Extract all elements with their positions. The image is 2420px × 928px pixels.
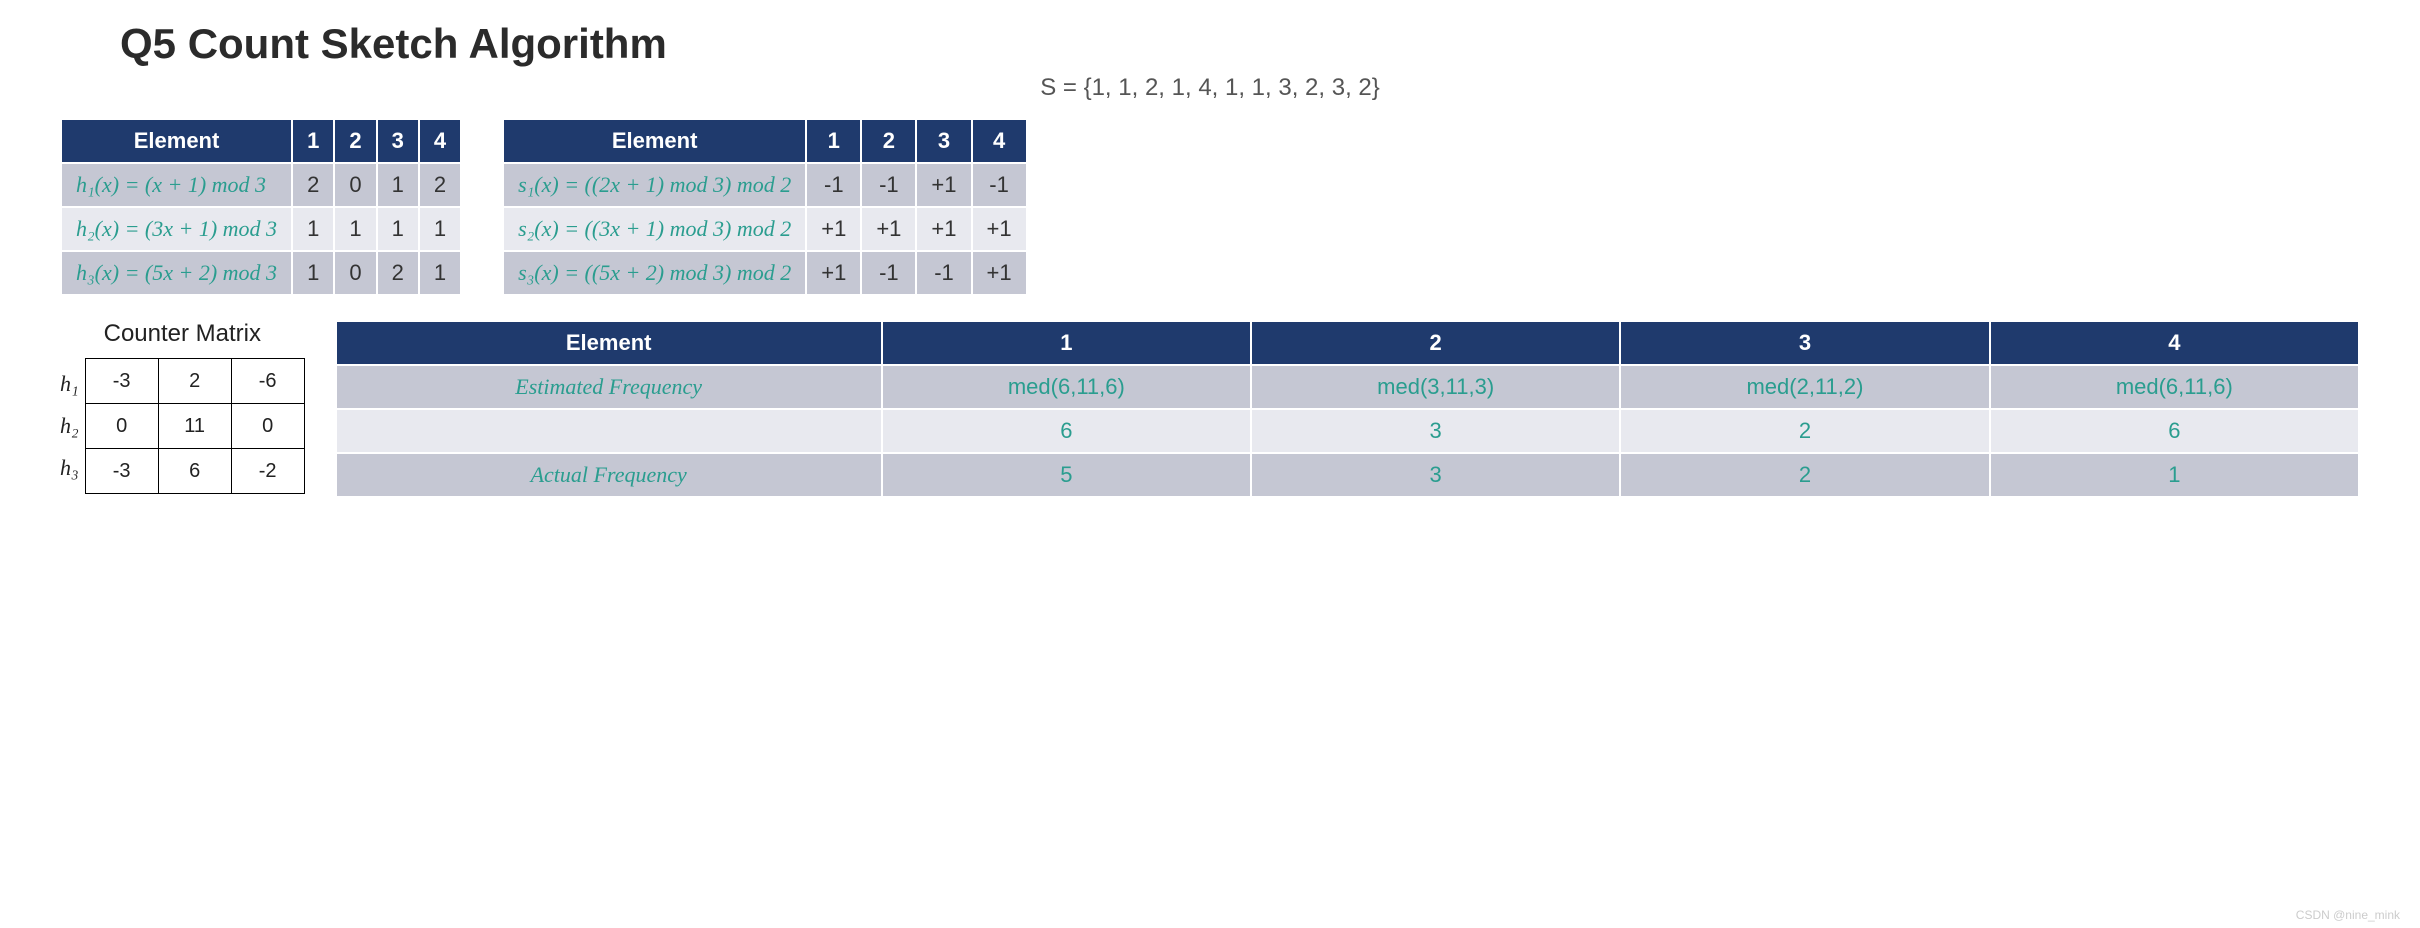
matrix-cell-0-1: 2 xyxy=(158,359,231,404)
matrix-cell-1-0: 0 xyxy=(85,404,158,449)
matrix-row-label-1: h₂ xyxy=(60,405,79,447)
freq-value-0-0: med(6,11,6) xyxy=(883,366,1250,408)
hash-value-2-0: 1 xyxy=(293,252,333,294)
freq-value-0-1: med(3,11,3) xyxy=(1252,366,1619,408)
hash-formula-2: h₃(x) = (5x + 2) mod 3 xyxy=(62,252,291,294)
frequency-table-block: Element 1 2 3 4 Estimated Frequencymed(6… xyxy=(335,320,2360,498)
freq-value-2-2: 2 xyxy=(1621,454,1988,496)
hash-functions-table: Element 1 2 3 4 h₁(x) = (x + 1) mod 3201… xyxy=(60,118,462,296)
freq-header-3: 3 xyxy=(1621,322,1988,364)
hash-value-1-2: 1 xyxy=(378,208,418,250)
freq-label-1 xyxy=(337,410,881,452)
hash-value-2-3: 1 xyxy=(420,252,460,294)
hash-value-0-0: 2 xyxy=(293,164,333,206)
freq-header-1: 1 xyxy=(883,322,1250,364)
sign-header-4: 4 xyxy=(973,120,1026,162)
freq-value-2-0: 5 xyxy=(883,454,1250,496)
hash-header-2: 2 xyxy=(335,120,375,162)
sign-formula-1: s₂(x) = ((3x + 1) mod 3) mod 2 xyxy=(504,208,805,250)
hash-header-1: 1 xyxy=(293,120,333,162)
hash-formula-1: h₂(x) = (3x + 1) mod 3 xyxy=(62,208,291,250)
matrix-cell-2-2: -2 xyxy=(231,449,304,494)
hash-formula-0: h₁(x) = (x + 1) mod 3 xyxy=(62,164,291,206)
freq-value-2-3: 1 xyxy=(1991,454,2358,496)
freq-value-1-0: 6 xyxy=(883,410,1250,452)
sign-functions-table: Element 1 2 3 4 s₁(x) = ((2x + 1) mod 3)… xyxy=(502,118,1028,296)
hash-value-1-1: 1 xyxy=(335,208,375,250)
freq-label-0: Estimated Frequency xyxy=(337,366,881,408)
sign-header-3: 3 xyxy=(917,120,970,162)
matrix-cell-0-2: -6 xyxy=(231,359,304,404)
freq-value-1-3: 6 xyxy=(1991,410,2358,452)
matrix-cell-2-0: -3 xyxy=(85,449,158,494)
hash-value-1-0: 1 xyxy=(293,208,333,250)
bottom-row: Counter Matrix h₁h₂h₃ -32-60110-36-2 Ele… xyxy=(60,320,2360,498)
matrix-row-label-0: h₁ xyxy=(60,363,79,405)
freq-value-0-2: med(2,11,2) xyxy=(1621,366,1988,408)
sign-value-1-1: +1 xyxy=(862,208,915,250)
hash-header-3: 3 xyxy=(378,120,418,162)
top-tables-row: Element 1 2 3 4 h₁(x) = (x + 1) mod 3201… xyxy=(60,118,2360,296)
sign-value-0-2: +1 xyxy=(917,164,970,206)
hash-value-0-1: 0 xyxy=(335,164,375,206)
sign-formula-0: s₁(x) = ((2x + 1) mod 3) mod 2 xyxy=(504,164,805,206)
sign-value-2-0: +1 xyxy=(807,252,860,294)
counter-matrix-block: Counter Matrix h₁h₂h₃ -32-60110-36-2 xyxy=(60,320,305,494)
counter-matrix-table: -32-60110-36-2 xyxy=(85,358,305,494)
matrix-cell-1-1: 11 xyxy=(158,404,231,449)
sign-value-2-1: -1 xyxy=(862,252,915,294)
matrix-row-label-2: h₃ xyxy=(60,447,79,489)
sign-value-2-3: +1 xyxy=(973,252,1026,294)
freq-value-1-1: 3 xyxy=(1252,410,1619,452)
sign-value-0-0: -1 xyxy=(807,164,860,206)
matrix-cell-1-2: 0 xyxy=(231,404,304,449)
freq-value-2-1: 3 xyxy=(1252,454,1619,496)
sign-header-1: 1 xyxy=(807,120,860,162)
freq-label-2: Actual Frequency xyxy=(337,454,881,496)
sign-header-2: 2 xyxy=(862,120,915,162)
hash-header-4: 4 xyxy=(420,120,460,162)
hash-header-element: Element xyxy=(62,120,291,162)
page-title: Q5 Count Sketch Algorithm xyxy=(120,20,2360,68)
stream-set: S = {1, 1, 2, 1, 4, 1, 1, 3, 2, 3, 2} xyxy=(60,74,2360,102)
sign-value-0-3: -1 xyxy=(973,164,1026,206)
sign-header-element: Element xyxy=(504,120,805,162)
watermark: CSDN @nine_mink xyxy=(2296,908,2400,922)
frequency-table: Element 1 2 3 4 Estimated Frequencymed(6… xyxy=(335,320,2360,498)
hash-value-0-2: 1 xyxy=(378,164,418,206)
sign-value-1-0: +1 xyxy=(807,208,860,250)
matrix-cell-0-0: -3 xyxy=(85,359,158,404)
sign-value-0-1: -1 xyxy=(862,164,915,206)
sign-formula-2: s₃(x) = ((5x + 2) mod 3) mod 2 xyxy=(504,252,805,294)
freq-header-2: 2 xyxy=(1252,322,1619,364)
freq-value-1-2: 2 xyxy=(1621,410,1988,452)
freq-value-0-3: med(6,11,6) xyxy=(1991,366,2358,408)
hash-value-2-2: 2 xyxy=(378,252,418,294)
sign-value-1-2: +1 xyxy=(917,208,970,250)
hash-value-2-1: 0 xyxy=(335,252,375,294)
counter-matrix-title: Counter Matrix xyxy=(60,320,305,348)
freq-header-4: 4 xyxy=(1991,322,2358,364)
counter-matrix-row-labels: h₁h₂h₃ xyxy=(60,363,79,489)
sign-value-1-3: +1 xyxy=(973,208,1026,250)
freq-header-element: Element xyxy=(337,322,881,364)
hash-value-0-3: 2 xyxy=(420,164,460,206)
matrix-cell-2-1: 6 xyxy=(158,449,231,494)
sign-value-2-2: -1 xyxy=(917,252,970,294)
hash-value-1-3: 1 xyxy=(420,208,460,250)
